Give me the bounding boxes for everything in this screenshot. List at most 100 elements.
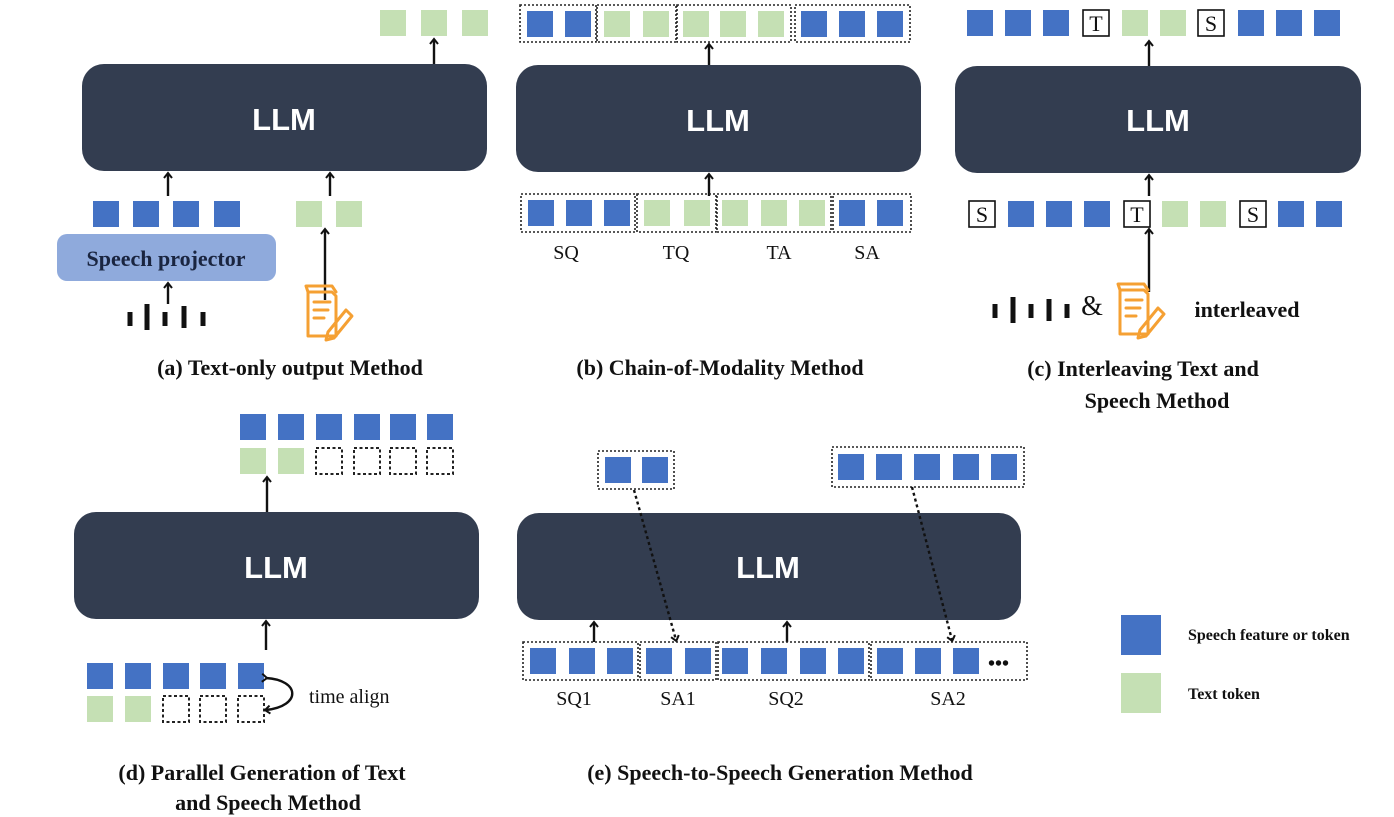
text-token	[644, 200, 670, 226]
waveform-icon	[992, 297, 1070, 323]
text-token	[380, 10, 406, 36]
group-box	[519, 4, 597, 43]
empty-token	[315, 447, 343, 475]
feedback-arrow-sa2	[910, 486, 956, 643]
panel-a-speech-input-tokens	[93, 201, 240, 227]
speech-token	[200, 663, 226, 689]
speech-token	[967, 10, 993, 36]
interleaved-label: interleaved	[1194, 297, 1299, 322]
speech-token	[722, 648, 748, 674]
document-pen-icon	[304, 284, 354, 342]
text-token	[604, 11, 630, 37]
speech-token	[877, 648, 903, 674]
speech-token	[991, 454, 1017, 480]
panel-c-output-tokens: T S	[967, 9, 1340, 37]
speech-token	[1046, 201, 1072, 227]
speech-marker-label: S	[976, 202, 988, 227]
panel-a: LLM Speech projector (a) Text-only outpu…	[57, 10, 488, 380]
panel-a-caption: (a) Text-only output Method	[157, 355, 423, 380]
speech-token	[527, 11, 553, 37]
time-align-arrow	[261, 673, 294, 715]
group-box	[596, 4, 677, 43]
speech-token	[390, 414, 416, 440]
panel-e-output-sa2	[831, 446, 1025, 488]
speech-marker-label: S	[1205, 11, 1217, 36]
speech-token	[1316, 201, 1342, 227]
panel-e-caption: (e) Speech-to-Speech Generation Method	[587, 760, 973, 785]
text-token	[125, 696, 151, 722]
group-box	[717, 641, 870, 681]
speech-token	[240, 414, 266, 440]
speech-token	[839, 200, 865, 226]
empty-token	[353, 447, 381, 475]
text-token	[278, 448, 304, 474]
segment-label-sa: SA	[854, 242, 880, 264]
text-token	[683, 11, 709, 37]
speech-token	[528, 200, 554, 226]
speech-token	[565, 11, 591, 37]
panel-e-output-sa1	[597, 450, 675, 490]
speech-projector-label: Speech projector	[86, 246, 245, 271]
empty-token	[237, 695, 265, 723]
text-token	[87, 696, 113, 722]
segment-label-sq: SQ	[553, 242, 579, 264]
llm-box	[516, 65, 921, 172]
llm-label: LLM	[252, 102, 316, 137]
panel-b-input-tokens	[520, 193, 912, 233]
text-token	[1200, 201, 1226, 227]
speech-token	[93, 201, 119, 227]
speech-token	[1005, 10, 1031, 36]
speech-token	[125, 663, 151, 689]
text-token	[720, 11, 746, 37]
text-token	[761, 200, 787, 226]
speech-token	[838, 648, 864, 674]
text-token	[1160, 10, 1186, 36]
speech-token	[604, 200, 630, 226]
segment-label-sq1: SQ1	[556, 688, 592, 710]
text-token	[336, 201, 362, 227]
panel-a-text-input-tokens	[296, 201, 362, 227]
speech-projector	[57, 234, 276, 281]
speech-token	[915, 648, 941, 674]
segment-label-sa2: SA2	[930, 688, 966, 710]
group-box	[522, 641, 639, 681]
llm-box	[82, 64, 487, 171]
legend: Speech feature or token Text token	[1121, 615, 1350, 713]
llm-label: LLM	[686, 103, 750, 138]
group-box	[636, 193, 717, 233]
speech-token	[877, 11, 903, 37]
speech-token	[914, 454, 940, 480]
text-marker	[1123, 200, 1151, 228]
llm-label: LLM	[1126, 103, 1190, 138]
text-marker-label: T	[1130, 202, 1144, 227]
panel-d-caption-line1: (d) Parallel Generation of Text	[118, 760, 406, 785]
llm-box	[74, 512, 479, 619]
group-box	[716, 193, 832, 233]
panel-b-caption: (b) Chain-of-Modality Method	[576, 355, 863, 380]
speech-token	[530, 648, 556, 674]
speech-token	[801, 11, 827, 37]
speech-token	[569, 648, 595, 674]
speech-token	[354, 414, 380, 440]
ellipsis: •••	[988, 653, 1009, 675]
panel-c-caption-line1: (c) Interleaving Text and	[1027, 356, 1259, 381]
speech-token	[685, 648, 711, 674]
panel-a-output-tokens	[380, 10, 488, 36]
speech-token	[800, 648, 826, 674]
segment-label-ta: TA	[766, 242, 792, 264]
speech-token	[1314, 10, 1340, 36]
text-token	[296, 201, 322, 227]
text-token	[1162, 201, 1188, 227]
group-box	[832, 193, 912, 233]
legend-speech-swatch	[1121, 615, 1161, 655]
panel-d-output-tokens	[240, 414, 454, 475]
panel-d-caption-line2: and Speech Method	[175, 790, 361, 815]
group-box	[794, 4, 911, 43]
segment-label-sa1: SA1	[660, 688, 696, 710]
text-token	[643, 11, 669, 37]
document-pen-icon	[1116, 282, 1166, 340]
speech-marker	[968, 200, 996, 228]
speech-token	[214, 201, 240, 227]
text-token	[240, 448, 266, 474]
speech-token	[1276, 10, 1302, 36]
